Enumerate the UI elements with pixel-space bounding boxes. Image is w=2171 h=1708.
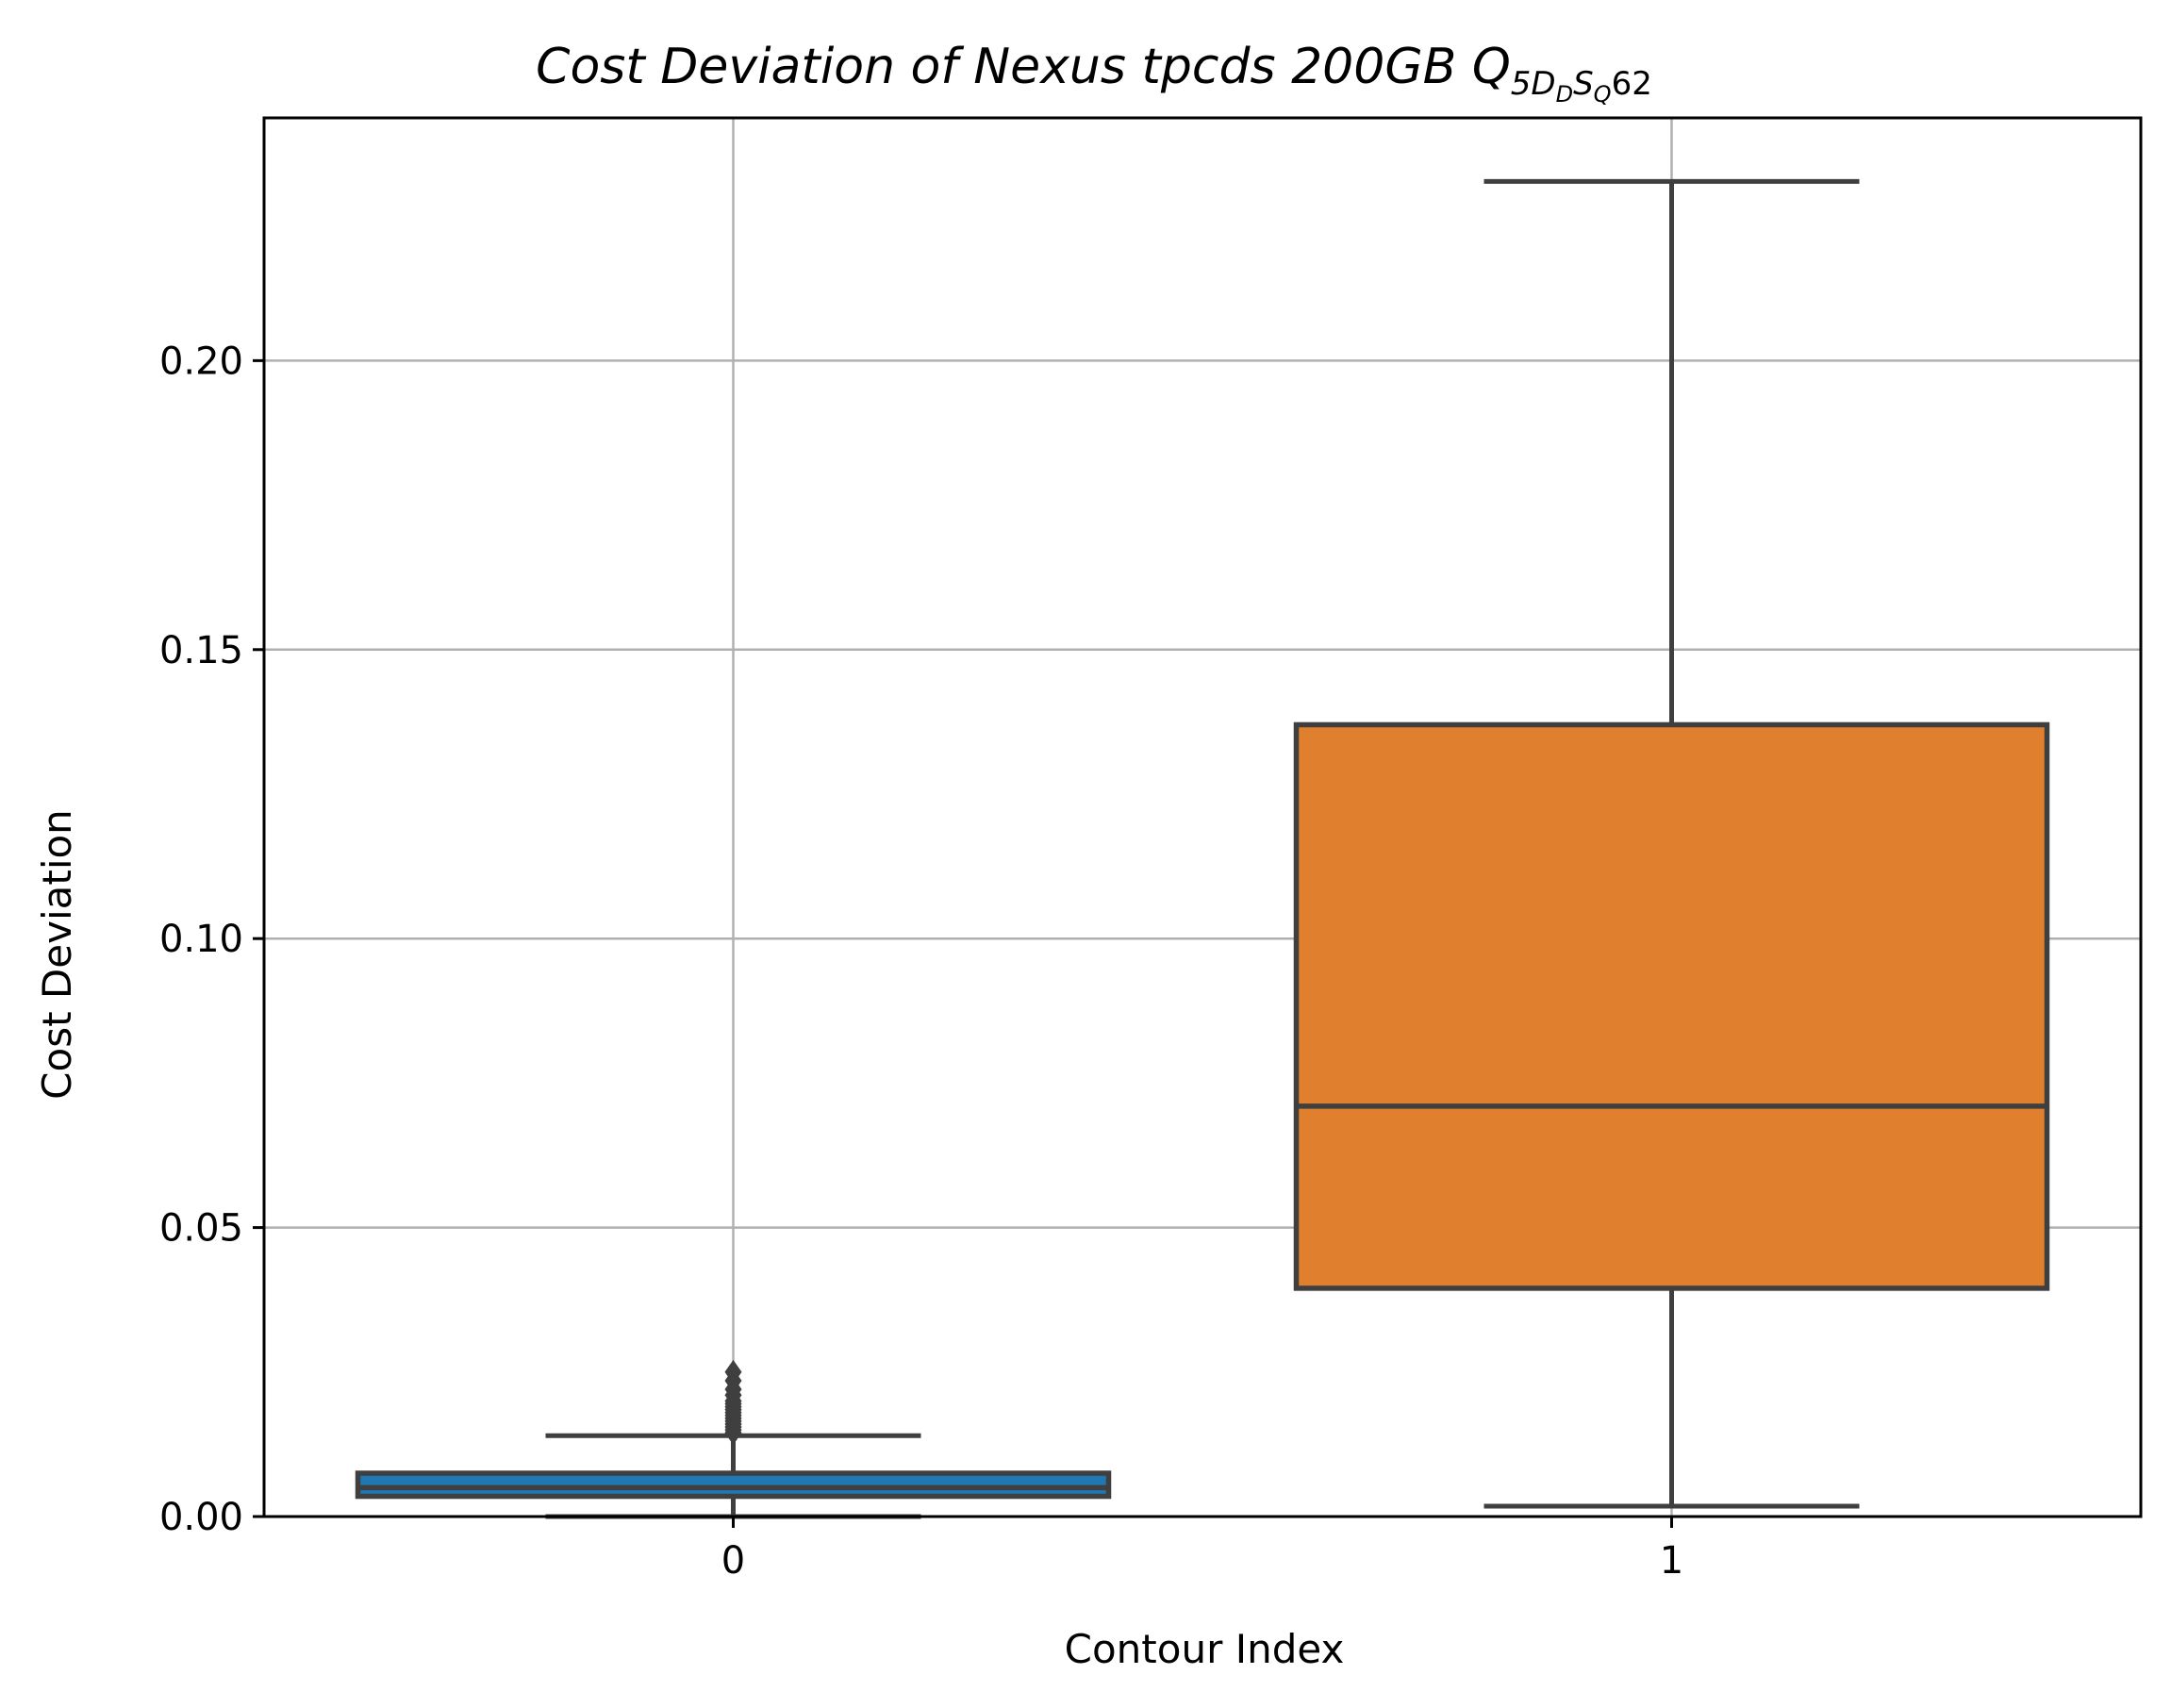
outlier-point [724, 1359, 742, 1385]
title-sub-d: D [1531, 65, 1555, 103]
x-axis-label: Contour Index [1065, 1626, 1345, 1672]
y-tick-label: 0.20 [159, 340, 243, 383]
title-sub-s: S [1573, 65, 1594, 103]
y-tick-label: 0.10 [159, 918, 243, 961]
y-tick-label: 0.05 [159, 1207, 243, 1251]
title-main: Cost Deviation of Nexus tpcds 200GB [536, 39, 1472, 95]
x-tick-label: 1 [1660, 1539, 1683, 1583]
tick-layer: 0.00 0.05 0.10 0.15 0.20 0 1 [159, 340, 1683, 1583]
box-layer [355, 178, 2050, 1519]
title-query-number: 62 [1612, 65, 1652, 103]
title-sub-dd: D [1556, 81, 1573, 108]
box-group-1 [1293, 178, 2050, 1509]
x-tick-label: 0 [721, 1539, 745, 1583]
title-query-letter: Q [1472, 39, 1511, 95]
axes-frame [262, 116, 2143, 1518]
y-tick-label: 0.15 [159, 629, 243, 672]
y-axis-label: Cost Deviation [34, 809, 80, 1100]
title-sub-q: Q [1594, 81, 1612, 108]
title-sub-a: 5 [1511, 65, 1532, 103]
iqr-box [1293, 721, 2050, 1291]
chart-title: Cost Deviation of Nexus tpcds 200GB Q5DD… [536, 39, 1652, 108]
y-tick-label: 0.00 [159, 1496, 243, 1539]
iqr-box [355, 1470, 1112, 1500]
